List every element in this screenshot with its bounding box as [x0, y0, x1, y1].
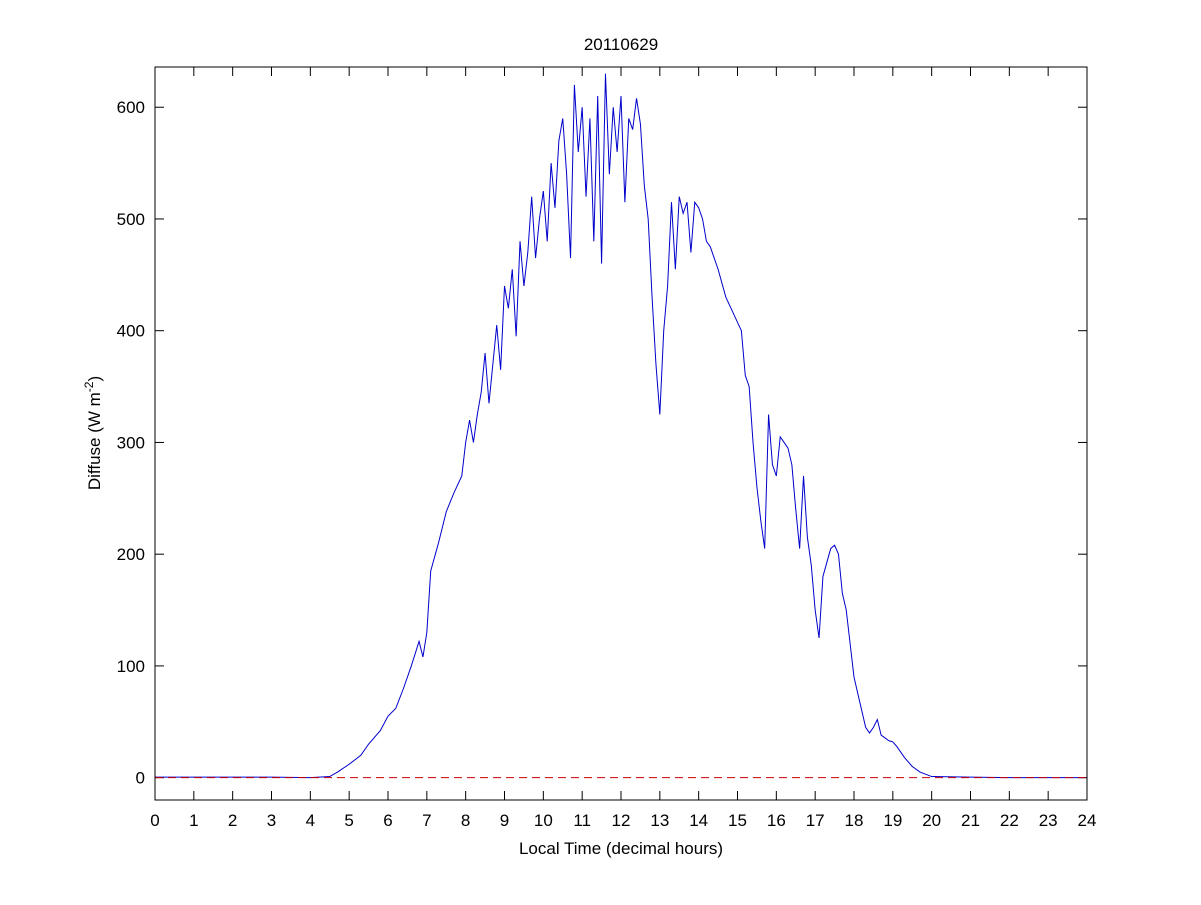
- x-tick-label: 21: [961, 811, 980, 830]
- x-tick-label: 12: [612, 811, 631, 830]
- x-tick-label: 15: [728, 811, 747, 830]
- y-tick-label: 300: [117, 433, 145, 452]
- x-tick-label: 7: [422, 811, 431, 830]
- x-tick-label: 16: [767, 811, 786, 830]
- x-tick-label: 23: [1039, 811, 1058, 830]
- x-tick-label: 0: [150, 811, 159, 830]
- x-tick-label: 24: [1078, 811, 1097, 830]
- x-tick-label: 9: [500, 811, 509, 830]
- y-label-sup: -2: [82, 381, 96, 392]
- chart-title: 20110629: [584, 35, 658, 54]
- x-tick-label: 22: [1000, 811, 1019, 830]
- y-tick-label: 600: [117, 98, 145, 117]
- x-tick-label: 4: [306, 811, 315, 830]
- y-label-end: ): [85, 376, 104, 382]
- y-tick-label: 500: [117, 210, 145, 229]
- y-tick-label: 0: [136, 769, 145, 788]
- x-tick-label: 17: [806, 811, 825, 830]
- x-tick-label: 11: [573, 811, 591, 830]
- x-tick-label: 10: [534, 811, 553, 830]
- x-axis-label: Local Time (decimal hours): [519, 839, 723, 858]
- x-tick-label: 2: [228, 811, 237, 830]
- y-tick-label: 200: [117, 545, 145, 564]
- y-tick-label: 400: [117, 322, 145, 341]
- y-tick-label: 100: [117, 657, 145, 676]
- x-tick-label: 13: [650, 811, 669, 830]
- x-tick-label: 20: [922, 811, 941, 830]
- x-tick-label: 5: [344, 811, 353, 830]
- x-tick-label: 1: [189, 811, 198, 830]
- x-tick-label: 3: [267, 811, 276, 830]
- x-tick-label: 6: [383, 811, 392, 830]
- x-tick-label: 19: [883, 811, 902, 830]
- x-tick-label: 8: [461, 811, 470, 830]
- x-tick-label: 14: [689, 811, 708, 830]
- plot-frame: [154, 66, 1088, 801]
- data-line: [155, 73, 1087, 779]
- y-label-text: Diffuse (W m: [85, 392, 104, 490]
- x-tick-label: 18: [845, 811, 864, 830]
- y-axis-label: Diffuse (W m-2): [82, 376, 104, 490]
